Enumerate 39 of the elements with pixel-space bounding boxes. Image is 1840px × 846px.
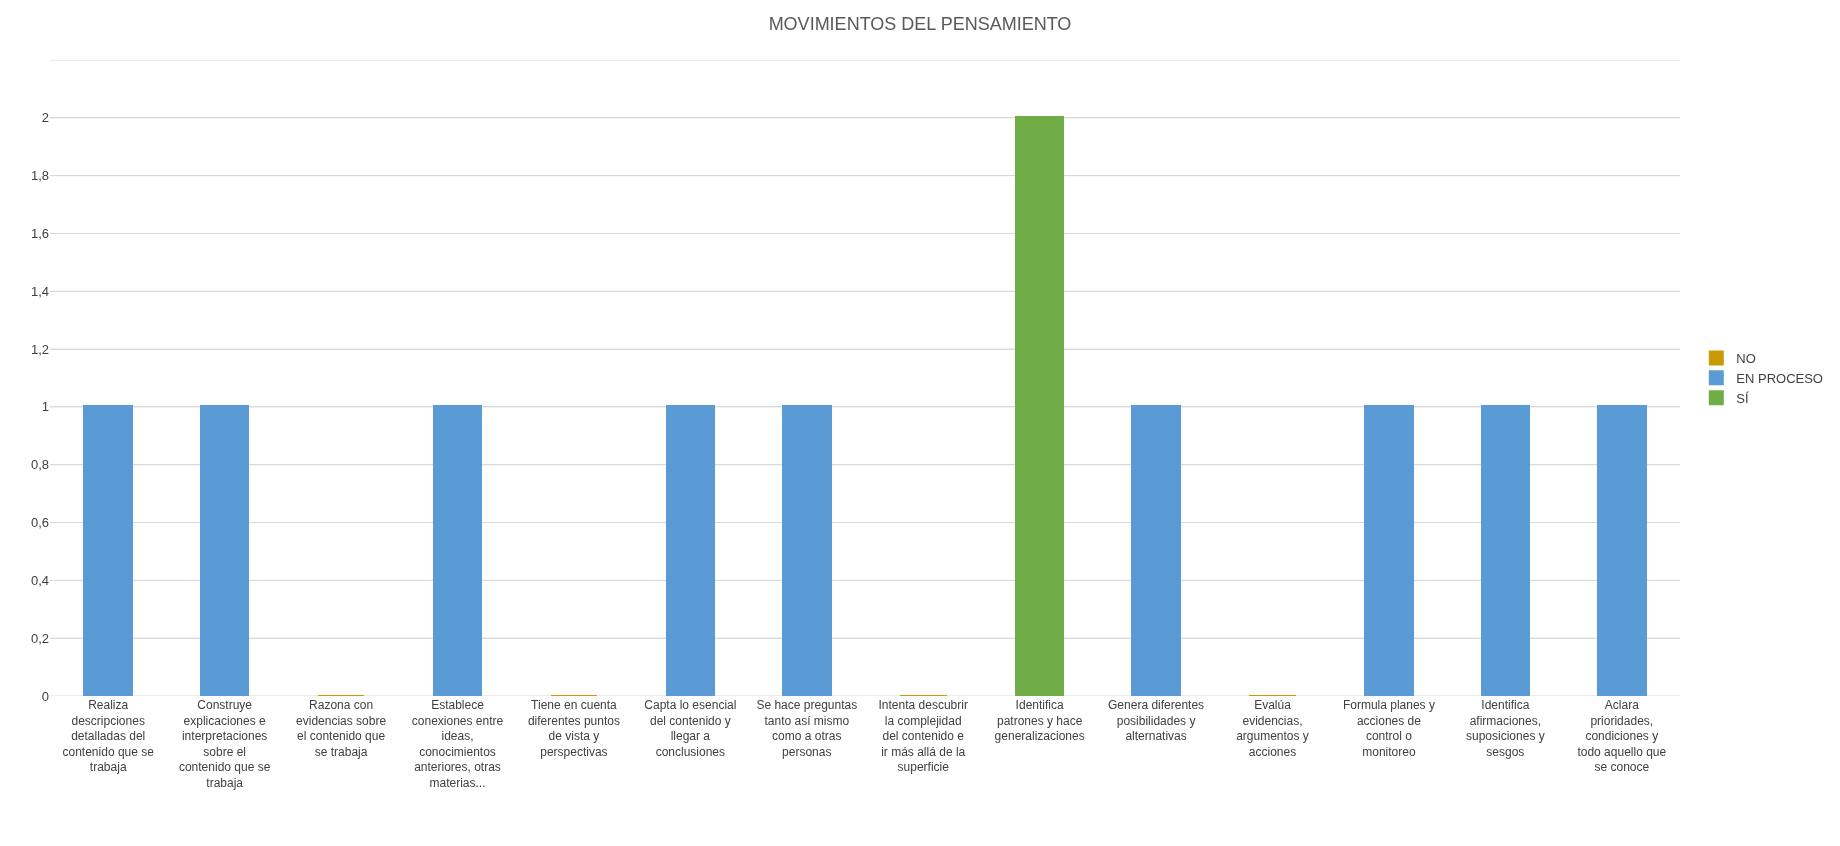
- y-tick-label: 0,2: [30, 630, 49, 646]
- bar: [1364, 405, 1414, 696]
- x-tick-label: Aclara prioridades, condiciones y todo aquello que se conoce: [1577, 698, 1667, 775]
- bar: [432, 405, 483, 696]
- y-tick-label: 0: [41, 688, 49, 704]
- x-tick-label: Identifica patrones y hace generalizaciones: [994, 698, 1085, 744]
- y-tick-label: 1,4: [30, 283, 49, 299]
- legend-label: EN PROCESO: [1736, 370, 1823, 386]
- legend-label: SÍ: [1736, 390, 1749, 406]
- y-tick-label: 1: [41, 399, 49, 415]
- chart-title: MOVIMIENTOS DEL PENSAMIENTO: [768, 14, 1072, 34]
- x-tick-label: Capta lo esencial del contenido y llegar a conclusiones: [644, 698, 737, 759]
- x-tick-label: Tiene en cuenta diferentes puntos de vista y perspectivas: [527, 698, 620, 759]
- x-tick-label: Realiza descripciones detalladas del contenido que se trabaja: [62, 698, 155, 775]
- x-tick-label: Se hace preguntas tanto así mismo como a otras personas: [756, 698, 858, 759]
- y-tick-label: 0,8: [30, 457, 49, 473]
- bar: [199, 405, 250, 696]
- y-tick-label: 0,6: [30, 515, 49, 531]
- x-tick-label: Construye explicaciones e interpretaciones sobre el contenido que se trabaja: [178, 698, 271, 790]
- y-tick-label: 0,4: [30, 572, 49, 588]
- y-tick-label: 1,6: [30, 226, 49, 241]
- bar: [1014, 116, 1065, 696]
- bar: [782, 405, 832, 696]
- bar: [1480, 405, 1531, 696]
- y-tick-label: 2: [41, 110, 49, 126]
- bar: [1131, 405, 1181, 696]
- x-tick-label: Intenta descubrir la complejidad del contenido e ir más allá de la superficie: [878, 698, 968, 775]
- legend-label: NO: [1736, 351, 1756, 367]
- y-tick-label: 1,8: [30, 168, 49, 184]
- x-tick-label: Evalúa evidencias, argumentos y acciones: [1236, 698, 1309, 759]
- bar: [665, 405, 716, 696]
- x-tick-label: Razona con evidencias sobre el contenido que se trabaja: [296, 698, 387, 759]
- bar: [1597, 405, 1647, 696]
- x-tick-label: Establece conexiones entre ideas, conocimientos anteriores, otras materias...: [411, 698, 504, 790]
- x-tick-label: Formula planes y acciones de control o monitoreo: [1342, 698, 1435, 759]
- bar: [83, 405, 133, 696]
- x-tick-label: Genera diferentes posibilidades y alternativas: [1108, 698, 1205, 744]
- x-tick-label: Identifica afirmaciones, suposiciones y sesgos: [1466, 698, 1545, 759]
- y-tick-label: 1,2: [30, 341, 49, 357]
